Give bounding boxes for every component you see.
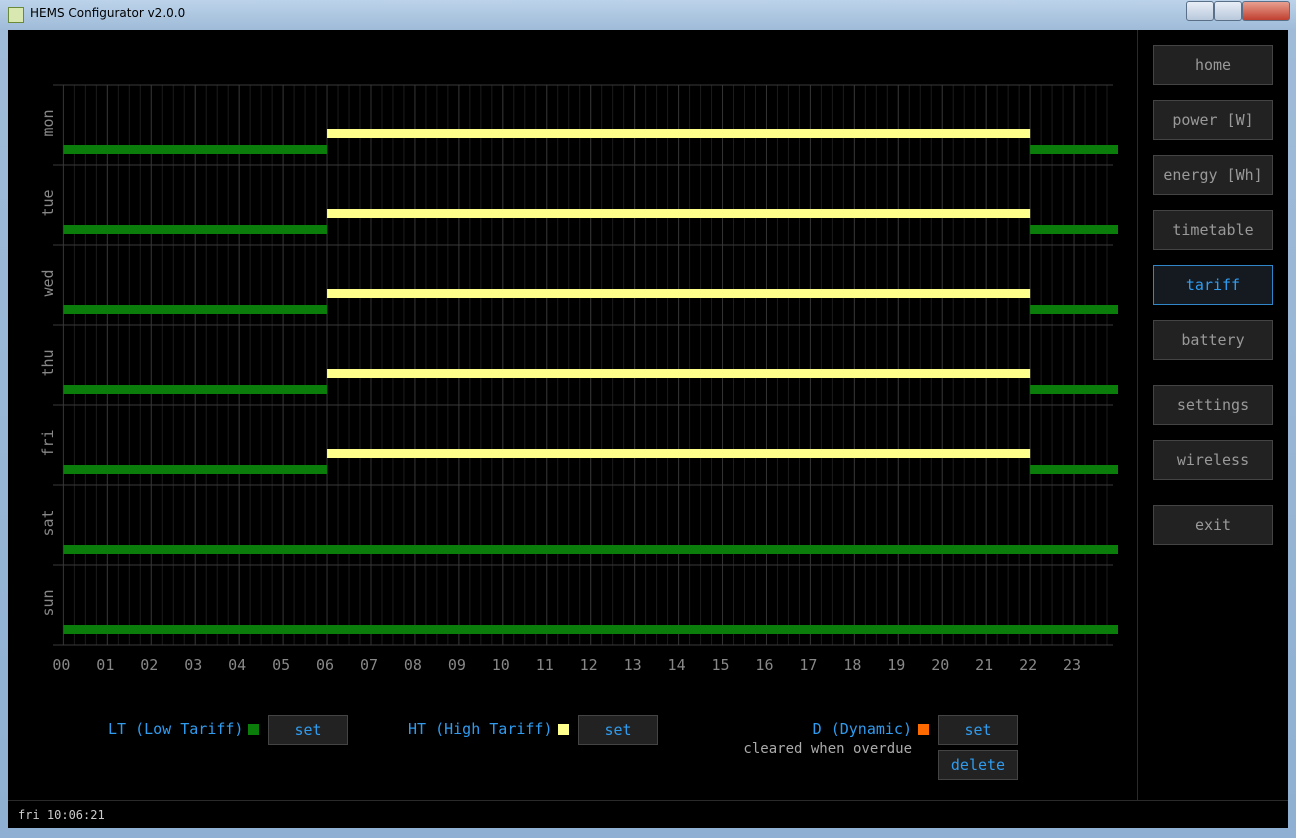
maximize-button[interactable] <box>1214 1 1242 21</box>
x-tick-label: 16 <box>755 656 773 674</box>
tariff-segment <box>63 545 1118 554</box>
x-tick-label: 07 <box>360 656 378 674</box>
x-tick-label: 23 <box>1063 656 1081 674</box>
nav-button[interactable]: energy [Wh] <box>1153 155 1273 195</box>
legend-label: HT (High Tariff) <box>408 720 553 738</box>
x-tick-label: 04 <box>228 656 246 674</box>
nav-button[interactable]: wireless <box>1153 440 1273 480</box>
nav-button[interactable]: power [W] <box>1153 100 1273 140</box>
timetable-chart: 00 01 02 03 04 05 06 07 08 09 10 11 12 13 14 15 16 17 18 19… <box>39 84 1118 674</box>
x-tick-label: 14 <box>668 656 686 674</box>
minimize-button[interactable] <box>1186 1 1214 21</box>
legend-swatch <box>248 724 259 735</box>
x-tick-label: 19 <box>887 656 905 674</box>
nav-button[interactable]: tariff <box>1153 265 1273 305</box>
tariff-segment <box>327 209 1031 218</box>
legend-swatch <box>918 724 929 735</box>
day-label: wed <box>39 269 57 296</box>
tariff-segment <box>63 625 1118 634</box>
set-button[interactable]: set <box>938 715 1018 745</box>
x-tick-label: 17 <box>799 656 817 674</box>
sidebar-divider <box>1137 30 1138 800</box>
client-area: 00 01 02 03 04 05 06 07 08 09 10 11 12 13 14 15 16 17 18 19… <box>8 30 1288 828</box>
set-button[interactable]: set <box>268 715 348 745</box>
tariff-segment <box>63 385 328 394</box>
set-button[interactable]: set <box>578 715 658 745</box>
x-tick-label: 11 <box>536 656 554 674</box>
x-tick-label: 06 <box>316 656 334 674</box>
x-tick-label: 15 <box>711 656 729 674</box>
day-label: mon <box>39 109 57 136</box>
x-tick-label: 03 <box>184 656 202 674</box>
day-label: sat <box>39 509 57 536</box>
tariff-segment <box>327 449 1031 458</box>
nav-button[interactable]: exit <box>1153 505 1273 545</box>
x-tick-label: 05 <box>272 656 290 674</box>
x-tick-label: 08 <box>404 656 422 674</box>
delete-button[interactable]: delete <box>938 750 1018 780</box>
x-tick-label: 12 <box>580 656 598 674</box>
x-tick-label: 00 <box>52 656 70 674</box>
x-tick-label: 18 <box>843 656 861 674</box>
tariff-segment <box>63 145 328 154</box>
status-text: fri 10:06:21 <box>18 808 105 822</box>
tariff-segment <box>1030 225 1118 234</box>
nav-button[interactable]: timetable <box>1153 210 1273 250</box>
x-tick-label: 21 <box>975 656 993 674</box>
legend-note: cleared when overdue <box>743 741 912 757</box>
legend-label: D (Dynamic) <box>812 720 912 738</box>
tariff-segment <box>327 289 1031 298</box>
x-tick-label: 20 <box>931 656 949 674</box>
window-title: HEMS Configurator v2.0.0 <box>30 6 186 20</box>
x-tick-label: 02 <box>140 656 158 674</box>
tariff-segment <box>63 225 328 234</box>
tariff-segment <box>1030 305 1118 314</box>
tariff-segment <box>1030 385 1118 394</box>
nav-button[interactable]: battery <box>1153 320 1273 360</box>
tariff-segment <box>327 369 1031 378</box>
day-label: tue <box>39 189 57 216</box>
x-tick-label: 01 <box>96 656 114 674</box>
day-label: fri <box>39 429 57 456</box>
x-tick-label: 13 <box>624 656 642 674</box>
tariff-segment <box>1030 465 1118 474</box>
tariff-segment <box>1030 145 1118 154</box>
close-button[interactable] <box>1242 1 1290 21</box>
nav-button[interactable]: settings <box>1153 385 1273 425</box>
legend-label: LT (Low Tariff) <box>108 720 244 738</box>
nav-button[interactable]: home <box>1153 45 1273 85</box>
status-divider <box>8 800 1288 801</box>
tariff-segment <box>327 129 1031 138</box>
day-label: sun <box>39 589 57 616</box>
x-tick-label: 22 <box>1019 656 1037 674</box>
day-label: thu <box>39 349 57 376</box>
x-tick-label: 09 <box>448 656 466 674</box>
tariff-segment <box>63 465 328 474</box>
x-tick-label: 10 <box>492 656 510 674</box>
app-icon <box>8 7 24 23</box>
tariff-segment <box>63 305 328 314</box>
legend-swatch <box>558 724 569 735</box>
